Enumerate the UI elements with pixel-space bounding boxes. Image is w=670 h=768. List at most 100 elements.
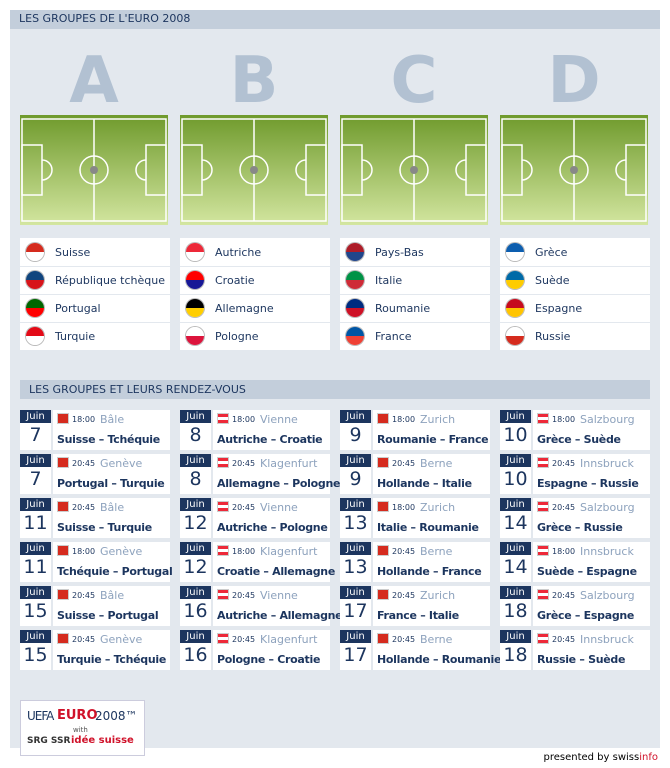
logo-srg: SRG SSR (27, 736, 71, 746)
date-month: Juin (340, 586, 371, 599)
match-city: Berne (420, 457, 453, 470)
host-flag (218, 414, 228, 423)
date-month: Juin (500, 586, 531, 599)
footer-brand: swiss (612, 752, 640, 763)
logo-euro: EURO (57, 708, 98, 723)
match-city: Genève (100, 457, 143, 470)
divider (340, 294, 490, 295)
match-card: Juin 16 20:45 Vienne Autriche – Allemagne (180, 586, 343, 626)
date-day: 8 (189, 424, 202, 446)
match-card: Juin 18 20:45 Salzbourg Grèce – Espagne (500, 586, 650, 626)
date-divider (51, 498, 53, 538)
flag (346, 327, 364, 345)
date-day: 17 (343, 644, 368, 666)
match-time: 20:45 (552, 635, 576, 644)
date-day: 15 (23, 600, 48, 622)
match-time: 20:45 (72, 503, 96, 512)
match-card: Juin 16 20:45 Klagenfurt Pologne – Croatie (180, 630, 330, 670)
date-day: 10 (503, 424, 528, 446)
logo-idee: idée suisse (71, 735, 134, 746)
pitch (20, 115, 168, 225)
date-divider (531, 586, 533, 626)
match-city: Vienne (260, 589, 298, 602)
pitch (500, 115, 648, 225)
date-divider (371, 498, 373, 538)
match-city: Zurich (420, 589, 456, 602)
host-flag (538, 590, 548, 599)
match-city: Genève (100, 545, 143, 558)
match-time: 20:45 (72, 591, 96, 600)
match-city: Klagenfurt (260, 633, 318, 646)
date-divider (211, 498, 213, 538)
match-teams: Portugal – Turquie (57, 477, 165, 490)
match-teams: Autriche – Allemagne (217, 609, 343, 622)
match-teams: Hollande – Roumanie (377, 653, 502, 666)
divider (500, 322, 650, 323)
match-city: Bâle (100, 589, 125, 602)
date-month: Juin (20, 454, 51, 467)
date-month: Juin (180, 542, 211, 555)
match-teams: Hollande – France (377, 565, 482, 578)
date-divider (531, 498, 533, 538)
team-name: Suisse (55, 246, 91, 259)
flag (186, 299, 204, 317)
date-divider (211, 410, 213, 450)
date-day: 13 (343, 556, 368, 578)
match-time: 20:45 (232, 459, 256, 468)
match-teams: Tchéquie – Portugal (57, 565, 173, 578)
pitch-box (180, 115, 328, 225)
host-flag (538, 634, 548, 643)
flag (346, 243, 364, 261)
match-time: 18:00 (232, 547, 256, 556)
logo-uefa: UEFA (27, 709, 54, 723)
date-divider (371, 410, 373, 450)
match-card: Juin 13 18:00 Zurich Italie – Roumanie (340, 498, 490, 538)
date-divider (531, 542, 533, 582)
match-card: Juin 9 20:45 Berne Hollande – Italie (340, 454, 490, 494)
date-month: Juin (180, 498, 211, 511)
date-day: 8 (189, 468, 202, 490)
match-teams: Grèce – Suède (537, 433, 621, 446)
date-month: Juin (340, 454, 371, 467)
pitch (180, 115, 328, 225)
group-letter: A (69, 44, 119, 118)
flag (186, 271, 204, 289)
match-card: Juin 14 20:45 Salzbourg Grèce – Russie (500, 498, 650, 538)
team-name: Suède (535, 274, 570, 287)
host-flag (218, 634, 228, 643)
match-teams: Russie – Suède (537, 653, 626, 666)
match-card: Juin 8 20:45 Klagenfurt Allemagne – Pologne (180, 454, 340, 494)
team-name: Portugal (55, 302, 101, 315)
divider (20, 266, 170, 267)
match-time: 20:45 (392, 459, 416, 468)
match-city: Klagenfurt (260, 457, 318, 470)
team-name: Allemagne (215, 302, 274, 315)
match-card: Juin 12 20:45 Vienne Autriche – Pologne (180, 498, 330, 538)
date-day: 9 (349, 424, 362, 446)
match-city: Zurich (420, 501, 456, 514)
match-card: Juin 10 20:45 Innsbruck Espagne – Russie (500, 454, 650, 494)
divider (180, 294, 330, 295)
flag (26, 327, 44, 345)
flag (346, 299, 364, 317)
match-teams: Hollande – Italie (377, 477, 472, 490)
date-divider (211, 630, 213, 670)
date-divider (211, 542, 213, 582)
team-name: Pays-Bas (375, 246, 424, 259)
match-card: Juin 17 20:45 Berne Hollande – Roumanie (340, 630, 501, 670)
flag (506, 243, 524, 261)
host-flag (58, 590, 68, 599)
match-time: 20:45 (552, 591, 576, 600)
pitch (340, 115, 488, 225)
match-time: 20:45 (392, 635, 416, 644)
date-month: Juin (20, 586, 51, 599)
flag (506, 271, 524, 289)
divider (20, 322, 170, 323)
flag (186, 243, 204, 261)
match-teams: Italie – Roumanie (377, 521, 479, 534)
date-month: Juin (500, 454, 531, 467)
pitch-box (500, 115, 648, 225)
footer-brand: info (639, 752, 658, 763)
host-flag (378, 634, 388, 643)
match-teams: Suisse – Tchéquie (57, 433, 160, 446)
